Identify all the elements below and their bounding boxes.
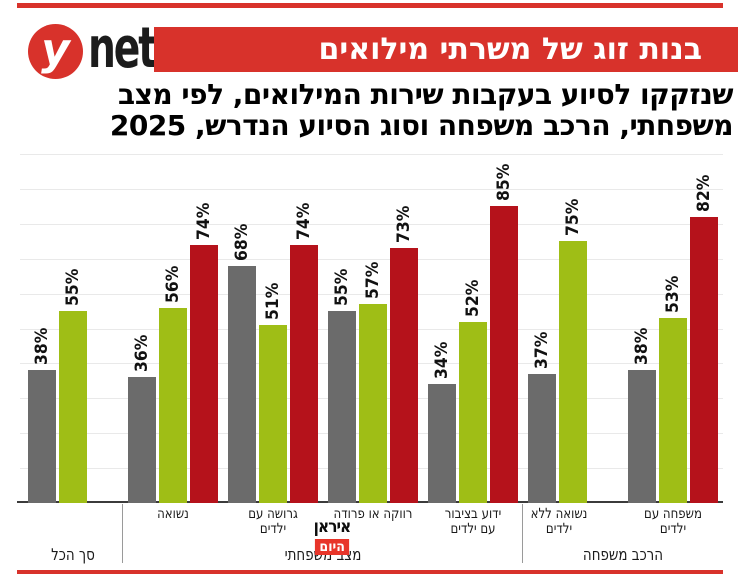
bar-gray-4 (428, 384, 456, 503)
section-label-2: הרכב משפחה (582, 545, 664, 564)
title-banner-text: בנות זוג של משרתי מילואים (318, 32, 702, 67)
bar-red-3 (390, 248, 418, 503)
bar-green-5 (559, 241, 587, 503)
bar-value-label: 37% (532, 331, 552, 369)
watermark-line-2: היום (314, 539, 350, 555)
bar-gray-1 (128, 377, 156, 503)
gridline (20, 154, 723, 155)
ynet-logo-circle: y (28, 24, 83, 79)
bar-green-2 (259, 325, 287, 503)
top-rule (17, 3, 723, 8)
bar-value-label: 38% (632, 327, 652, 365)
bar-gray-2 (228, 266, 256, 503)
bar-gray-0 (28, 370, 56, 503)
bar-value-label: 56% (163, 265, 183, 303)
bar-value-label: 34% (432, 341, 452, 379)
section-label-0: סך הכל (51, 545, 95, 564)
gridline (20, 224, 723, 225)
bar-value-label: 51% (263, 282, 283, 320)
bar-green-6 (659, 318, 687, 503)
watermark-line-1: איראן (313, 517, 352, 537)
bar-gray-6 (628, 370, 656, 503)
bar-red-4 (490, 206, 518, 503)
section-divider-1 (522, 504, 523, 563)
gridline (20, 294, 723, 295)
category-label-6: משפחה עם ילדים (644, 506, 702, 537)
bar-red-1 (190, 245, 218, 503)
bar-green-4 (459, 322, 487, 503)
section-divider-0 (122, 504, 123, 563)
subtitle-line-2: משפחתי, הרכב משפחה וסוג הסיוע הנדרש, 202… (109, 109, 734, 142)
bar-value-label: 74% (294, 202, 314, 240)
category-label-2: גרושה עם ילדים (248, 506, 298, 537)
bar-gray-5 (528, 374, 556, 503)
bar-value-label: 55% (332, 268, 352, 306)
bar-value-label: 38% (32, 327, 52, 365)
bar-green-3 (359, 304, 387, 503)
bar-red-6 (690, 217, 718, 503)
bar-value-label: 57% (363, 261, 383, 299)
category-label-3: רווקה או פרודה (333, 506, 413, 522)
bar-value-label: 68% (232, 223, 252, 261)
gridline (20, 259, 723, 260)
ynet-logo-y: y (41, 24, 70, 75)
bar-value-label: 75% (563, 198, 583, 236)
bar-value-label: 73% (394, 205, 414, 243)
bar-value-label: 74% (194, 202, 214, 240)
bottom-rule (17, 570, 723, 574)
bar-value-label: 82% (694, 174, 714, 212)
bar-value-label: 85% (494, 163, 514, 201)
bar-green-1 (159, 308, 187, 503)
watermark: איראן היום (300, 519, 364, 555)
bar-gray-3 (328, 311, 356, 503)
title-banner: בנות זוג של משרתי מילואים (154, 27, 738, 72)
bar-red-2 (290, 245, 318, 503)
gridline (20, 189, 723, 190)
bar-value-label: 36% (132, 334, 152, 372)
category-label-4: ידוע בציבור עם ילדים (444, 506, 502, 537)
bar-value-label: 52% (463, 279, 483, 317)
category-label-1: נשואה (157, 506, 189, 522)
ynet-logo-net: net (88, 16, 157, 81)
bar-green-0 (59, 311, 87, 503)
category-label-5: נשואה ללא ילדים (530, 506, 588, 537)
bar-value-label: 55% (63, 268, 83, 306)
bar-value-label: 53% (663, 275, 683, 313)
subtitle-line-1: שנזקקו לסיוע בעקבות שירות המילואים, לפי … (118, 78, 733, 111)
chart-subtitle: שנזקקו לסיוע בעקבות שירות המילואים, לפי … (33, 78, 734, 142)
